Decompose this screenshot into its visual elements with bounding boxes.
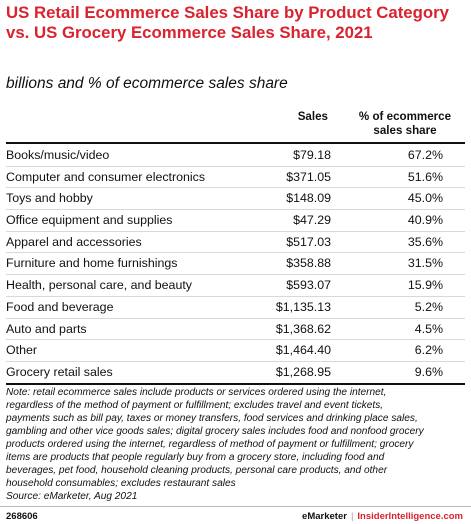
- sales-cell: $79.18: [293, 148, 331, 162]
- table-row: Food and beverage $1,135.13 5.2%: [6, 297, 465, 319]
- share-cell: 35.6%: [407, 234, 443, 249]
- category-cell: Apparel and accessories: [6, 234, 142, 249]
- category-cell: Other: [6, 343, 37, 358]
- category-cell: Toys and hobby: [6, 191, 93, 206]
- table-row: Toys and hobby $148.09 45.0%: [6, 188, 465, 211]
- table-row: Office equipment and supplies $47.29 40.9%: [6, 210, 465, 232]
- share-cell: 45.0%: [407, 191, 443, 206]
- category-cell: Auto and parts: [6, 321, 87, 336]
- column-header-share: % of ecommerce sales share: [358, 110, 452, 137]
- share-cell: 40.9%: [407, 213, 443, 228]
- sales-cell: $1,135.13: [275, 299, 331, 314]
- note-line: beverages, pet food, household cleaning …: [6, 465, 388, 476]
- sales-cell: $1,268.95: [275, 364, 331, 379]
- sales-cell: $517.03: [286, 234, 331, 249]
- share-cell: 5.2%: [414, 299, 443, 314]
- brand-separator: |: [350, 511, 354, 522]
- share-cell: 9.6%: [414, 364, 443, 379]
- chart-title: US Retail Ecommerce Sales Share by Produ…: [6, 3, 450, 42]
- category-cell: Computer and consumer electronics: [6, 169, 206, 184]
- sales-cell: $47.29: [293, 213, 331, 228]
- sales-cell: $371.05: [286, 169, 331, 184]
- category-cell: Grocery retail sales: [6, 364, 113, 379]
- column-header-sales: Sales: [297, 110, 328, 123]
- note-line: Note: retail ecommerce sales include pro…: [6, 387, 387, 398]
- category-cell: Furniture and home furnishings: [6, 256, 178, 271]
- share-cell: 6.2%: [414, 343, 443, 358]
- category-cell: Office equipment and supplies: [6, 213, 173, 228]
- share-cell: 4.5%: [414, 321, 443, 336]
- sales-cell: $1,368.62: [275, 321, 331, 336]
- category-cell: Books/music/video: [6, 148, 110, 162]
- sales-cell: $358.88: [286, 256, 331, 271]
- table-row: Computer and consumer electronics $371.05…: [6, 167, 465, 189]
- source-line: Source: eMarketer, Aug 2021: [6, 491, 138, 502]
- note-line: regardless of the method of payment or f…: [6, 400, 384, 411]
- sales-cell: $593.07: [286, 278, 331, 293]
- table-row: Other $1,464.40 6.2%: [6, 340, 465, 362]
- sales-cell: $148.09: [286, 191, 331, 206]
- table-row: Grocery retail sales $1,268.95 9.6%: [6, 362, 465, 384]
- share-cell: 15.9%: [407, 278, 443, 293]
- category-cell: Food and beverage: [6, 299, 114, 314]
- footer-bar: 268606 eMarketer | InsiderIntelligence.com: [0, 506, 471, 524]
- header-rule: [6, 142, 465, 144]
- table-row: Books/music/video $79.18 67.2%: [6, 145, 465, 167]
- share-cell: 51.6%: [407, 169, 443, 184]
- share-cell: 67.2%: [407, 148, 443, 162]
- chart-subtitle: billions and % of ecommerce sales share: [6, 75, 288, 92]
- notes-block: Note: retail ecommerce sales include pro…: [6, 386, 468, 503]
- note-line: payments such as bill pay, taxes or mone…: [6, 413, 418, 424]
- table-row: Health, personal care, and beauty $593.07…: [6, 275, 465, 297]
- data-table: Books/music/video $79.18 67.2% Computer and…: [6, 145, 465, 384]
- table-row: Auto and parts $1,368.62 4.5%: [6, 319, 465, 341]
- category-cell: Health, personal care, and beauty: [6, 278, 192, 293]
- brand-insider-intelligence: InsiderIntelligence.com: [357, 511, 463, 522]
- table-row: Apparel and accessories $517.03 35.6%: [6, 232, 465, 254]
- sales-cell: $1,464.40: [275, 343, 331, 358]
- note-line: items are products that people regularly…: [6, 452, 385, 463]
- note-line: household consumables; excludes restaura…: [6, 478, 236, 489]
- brand-emarketer: eMarketer: [302, 511, 347, 522]
- note-line: gambling and other vice goods sales; dig…: [6, 426, 424, 437]
- note-line: products ordered using the internet, reg…: [6, 439, 414, 450]
- table-bottom-rule: [6, 383, 465, 385]
- table-row: Furniture and home furnishings $358.88 31.…: [6, 253, 465, 276]
- chart-id: 268606: [6, 511, 38, 522]
- brand-credit: eMarketer | InsiderIntelligence.com: [302, 511, 463, 522]
- share-cell: 31.5%: [407, 256, 443, 271]
